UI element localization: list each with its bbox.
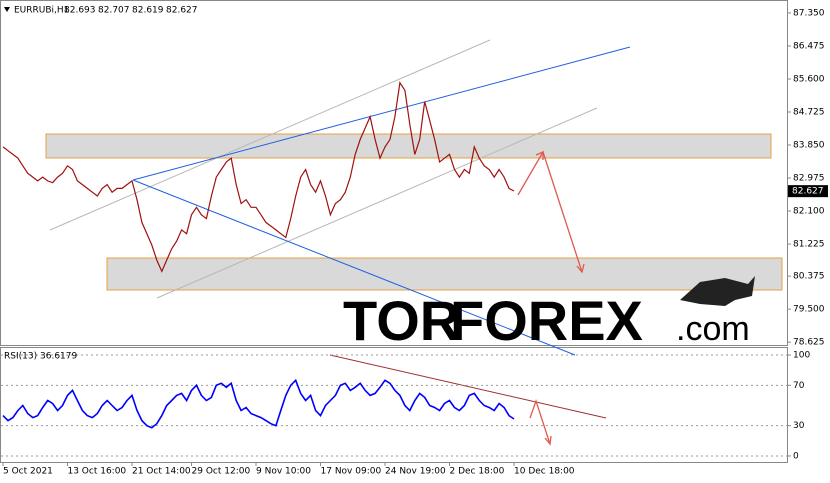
watermark-text: .com (676, 310, 750, 348)
plots (1, 81, 787, 457)
x-tick-label: 21 Oct 14:00 (132, 467, 191, 477)
y-tick-label: 70 (793, 381, 805, 391)
x-tick-label: 29 Oct 12:00 (192, 467, 251, 477)
trend-line (132, 46, 631, 181)
x-tick-label: 5 Oct 2021 (3, 467, 53, 477)
ohlc-value: 82.693 (64, 6, 96, 16)
channel-line (156, 107, 598, 299)
y-tick-label: 81.225 (793, 240, 825, 250)
x-tick-label: 2 Dec 18:00 (450, 467, 505, 477)
rsi-value: 36.6179 (40, 352, 77, 362)
rsi-trend-line (329, 354, 607, 419)
y-tick-label: 78.625 (793, 338, 825, 348)
x-tick-label: 17 Nov 09:00 (321, 467, 382, 477)
trend-line (132, 179, 576, 356)
rsi-forecast-arrow (529, 398, 551, 445)
y-tick-label: 85.600 (793, 74, 825, 84)
arrows (517, 150, 585, 446)
watermark: TOR FOREX .com (343, 276, 755, 352)
symbol: EURRUBi,H1 (14, 6, 69, 16)
rsi-line (2, 378, 515, 429)
bull-icon (680, 276, 755, 306)
arrow-head (544, 435, 552, 446)
y-tick-label: 0 (793, 451, 799, 461)
y-tick-label: 79.500 (793, 305, 825, 315)
support-zone (106, 257, 783, 291)
ohlc-value: 82.707 (98, 6, 130, 16)
arrow-head (535, 151, 585, 274)
x-tick-label: 13 Oct 16:00 (67, 467, 126, 477)
channel-line (49, 39, 491, 231)
price-line (2, 81, 515, 273)
y-tick-label: 80.375 (793, 272, 825, 282)
watermark-text: TOR (343, 289, 460, 352)
last-price-box (788, 185, 828, 198)
last-price-label: 82.627 (792, 187, 824, 197)
y-tick-label: 83.850 (793, 141, 825, 151)
y-tick-label: 84.725 (793, 107, 825, 117)
y-tick-label: 82.100 (793, 207, 825, 217)
watermark-text: FOREX (450, 289, 643, 352)
x-tick-label: 24 Nov 19:00 (385, 467, 446, 477)
y-tick-label: 100 (793, 351, 810, 361)
rsi-pane (0, 347, 788, 463)
y-tick-label: 87.350 (793, 8, 825, 18)
ohlc-value: 82.627 (166, 6, 198, 16)
ohlc-value: 82.619 (132, 6, 164, 16)
drawings (45, 39, 783, 419)
y-tick-label: 30 (793, 421, 805, 431)
y-tick-label: 82.975 (793, 174, 825, 184)
x-tick-label: 9 Nov 10:00 (256, 467, 311, 477)
y-tick-label: 86.475 (793, 41, 825, 51)
resistance-zone (45, 133, 772, 159)
rsi-title: RSI(13) (4, 352, 37, 362)
menu-icon (4, 7, 10, 12)
x-tick-label: 10 Dec 18:00 (514, 467, 575, 477)
